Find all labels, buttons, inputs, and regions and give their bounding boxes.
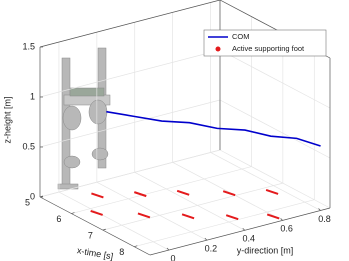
grid-line bbox=[219, 49, 331, 109]
z-tick-label: 1 bbox=[30, 91, 35, 101]
foot-marker bbox=[133, 191, 147, 198]
y-tick-label: 0.4 bbox=[242, 234, 255, 244]
legend-swatch bbox=[215, 46, 221, 52]
x-tick-label: 8 bbox=[119, 247, 124, 257]
z-axis-title: z-height [m] bbox=[2, 96, 12, 143]
grid-line bbox=[39, 49, 221, 98]
foot-marker bbox=[90, 209, 103, 216]
tick-mark bbox=[134, 245, 138, 248]
grid-line bbox=[134, 199, 315, 248]
foot-marker bbox=[181, 213, 195, 220]
legend-label: COM bbox=[232, 32, 250, 41]
tick-mark bbox=[280, 218, 283, 221]
axis-line bbox=[149, 207, 331, 256]
z-tick-label: 0.5 bbox=[22, 141, 35, 151]
y-tick-label: 0.2 bbox=[205, 244, 218, 254]
z-tick-label: 0 bbox=[30, 191, 35, 201]
foot-marker bbox=[91, 192, 104, 199]
foot-marker bbox=[225, 214, 239, 221]
z-tick-label: 1.5 bbox=[22, 41, 35, 51]
foot-marker bbox=[137, 212, 151, 219]
tick-mark bbox=[166, 247, 170, 251]
foot-marker bbox=[222, 190, 236, 197]
tick-mark bbox=[242, 228, 245, 231]
com-line bbox=[106, 110, 321, 147]
grid-line bbox=[210, 152, 321, 211]
x-axis-title: x-time [s] bbox=[76, 245, 114, 261]
grid-line bbox=[39, 99, 221, 148]
grid-line bbox=[219, 99, 331, 159]
foot-marker bbox=[265, 188, 279, 195]
y-axis-title: y-direction [m] bbox=[237, 245, 294, 255]
grid-line bbox=[134, 171, 245, 231]
grid-line bbox=[96, 181, 208, 241]
x-tick-label: 7 bbox=[88, 231, 93, 241]
tick-mark bbox=[71, 212, 75, 214]
x-tick-label: 6 bbox=[56, 214, 61, 224]
foot-marker bbox=[266, 213, 280, 220]
robot bbox=[57, 47, 111, 190]
grid-line bbox=[39, 149, 221, 198]
foot-marker bbox=[176, 189, 190, 196]
grid-line bbox=[219, 149, 331, 209]
axis-line bbox=[39, 196, 151, 256]
y-tick-label: 0.6 bbox=[280, 224, 293, 234]
tick-mark bbox=[204, 237, 208, 241]
grid-line bbox=[58, 191, 170, 251]
legend-label: Active supporting foot bbox=[232, 44, 305, 53]
y-tick-label: 0.8 bbox=[318, 214, 331, 224]
grid-line bbox=[172, 162, 283, 221]
x-tick-label: 5 bbox=[25, 197, 30, 207]
tick-mark bbox=[318, 208, 321, 211]
grid-line bbox=[102, 182, 283, 231]
tick-mark bbox=[102, 228, 106, 231]
grid-line bbox=[71, 166, 252, 214]
tick-mark bbox=[39, 195, 44, 198]
legend-box bbox=[203, 29, 327, 57]
axis-line bbox=[39, 0, 221, 48]
y-tick-label: 0 bbox=[170, 253, 175, 261]
